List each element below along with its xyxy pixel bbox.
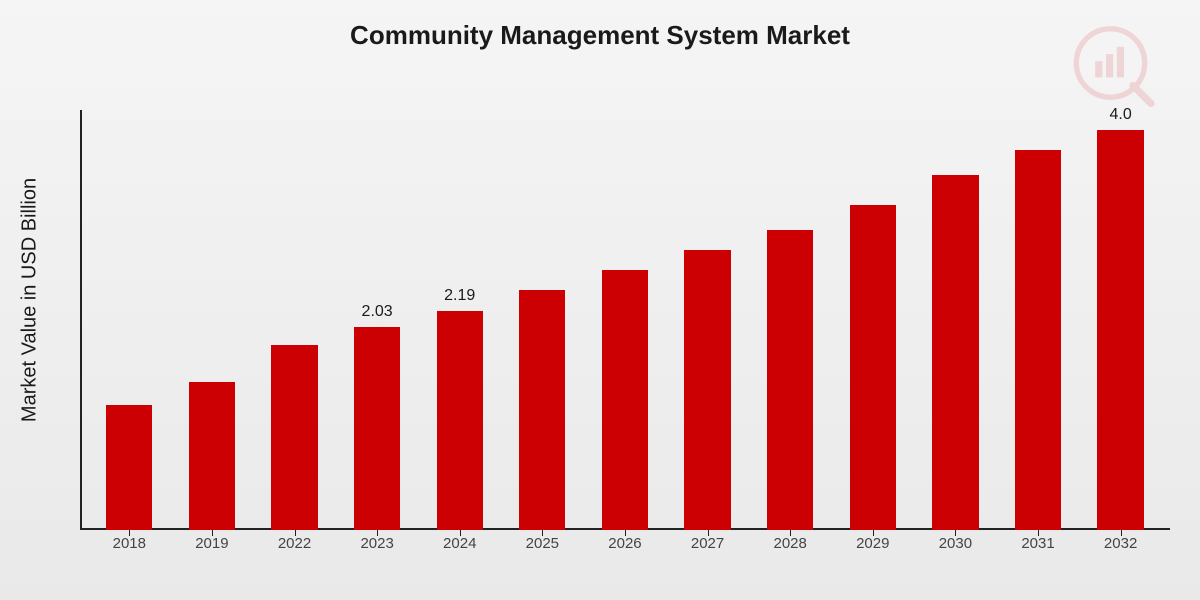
bar-slot: 4.0 [1079,110,1162,530]
bar-slot: 2.19 [418,110,501,530]
bar-slot [253,110,336,530]
x-tick-label: 2030 [914,535,997,552]
x-tick-label: 2031 [997,535,1080,552]
x-tick-label: 2027 [666,535,749,552]
bar-slot [831,110,914,530]
watermark-logo-icon [1070,18,1160,108]
plot-area: 2.03 2.19 4.0 [80,110,1170,530]
chart-title: Community Management System Market [0,20,1200,51]
bar-slot [997,110,1080,530]
bar [684,250,730,530]
x-tick-labels: 2018201920222023202420252026202720282029… [80,535,1170,552]
x-tick-label: 2026 [584,535,667,552]
bar [271,345,317,530]
bar [437,311,483,530]
x-tick-label: 2023 [336,535,419,552]
bar-slot [584,110,667,530]
bar [602,270,648,530]
x-tick-label: 2025 [501,535,584,552]
bar [106,405,152,530]
bar-slot [88,110,171,530]
x-tick-label: 2019 [171,535,254,552]
bar-value-label: 2.03 [362,303,393,321]
x-tick-label: 2028 [749,535,832,552]
x-tick-label: 2022 [253,535,336,552]
bar [189,382,235,530]
bar [850,205,896,530]
bar [767,230,813,530]
x-tick-label: 2024 [418,535,501,552]
bar-slot [914,110,997,530]
bar-value-label: 4.0 [1109,106,1131,124]
bar [932,175,978,530]
x-tick-label: 2032 [1079,535,1162,552]
bar [354,327,400,530]
bars-container: 2.03 2.19 4.0 [80,110,1170,530]
bar [1015,150,1061,530]
bar [1097,130,1143,530]
x-tick-label: 2018 [88,535,171,552]
x-tick-label: 2029 [831,535,914,552]
bar-slot: 2.03 [336,110,419,530]
chart-canvas: Community Management System Market Marke… [0,0,1200,600]
bar [519,290,565,530]
bar-slot [501,110,584,530]
y-axis-label: Market Value in USD Billion [19,150,42,450]
bar-value-label: 2.19 [444,287,475,305]
bar-slot [749,110,832,530]
bar-slot [666,110,749,530]
bar-slot [171,110,254,530]
